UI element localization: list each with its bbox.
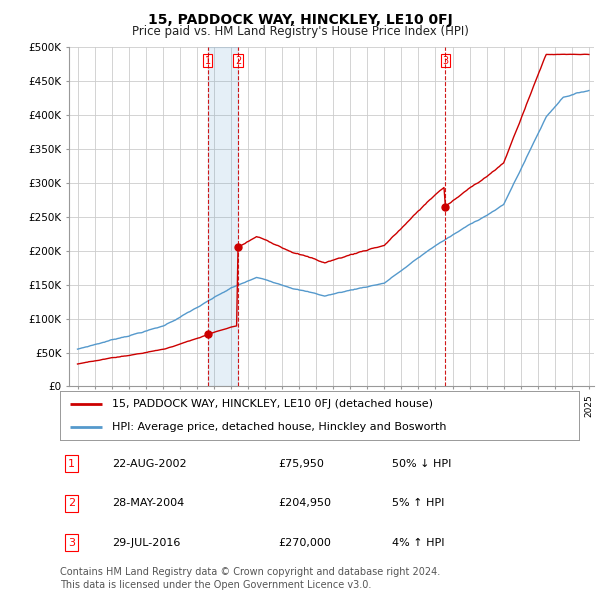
- Text: 1: 1: [205, 55, 211, 65]
- Text: 22-AUG-2002: 22-AUG-2002: [112, 459, 187, 468]
- Text: 4% ↑ HPI: 4% ↑ HPI: [392, 538, 445, 548]
- Text: 50% ↓ HPI: 50% ↓ HPI: [392, 459, 452, 468]
- Text: Price paid vs. HM Land Registry's House Price Index (HPI): Price paid vs. HM Land Registry's House …: [131, 25, 469, 38]
- Text: 5% ↑ HPI: 5% ↑ HPI: [392, 499, 445, 508]
- Text: £270,000: £270,000: [278, 538, 331, 548]
- Text: 2: 2: [68, 499, 75, 508]
- Text: 15, PADDOCK WAY, HINCKLEY, LE10 0FJ (detached house): 15, PADDOCK WAY, HINCKLEY, LE10 0FJ (det…: [112, 399, 433, 409]
- Text: This data is licensed under the Open Government Licence v3.0.: This data is licensed under the Open Gov…: [60, 580, 371, 590]
- Text: 15, PADDOCK WAY, HINCKLEY, LE10 0FJ: 15, PADDOCK WAY, HINCKLEY, LE10 0FJ: [148, 13, 452, 27]
- Text: 28-MAY-2004: 28-MAY-2004: [112, 499, 184, 508]
- Text: £204,950: £204,950: [278, 499, 331, 508]
- Text: 2: 2: [235, 55, 241, 65]
- Text: Contains HM Land Registry data © Crown copyright and database right 2024.: Contains HM Land Registry data © Crown c…: [60, 567, 440, 577]
- Text: HPI: Average price, detached house, Hinckley and Bosworth: HPI: Average price, detached house, Hinc…: [112, 422, 446, 432]
- Text: 1: 1: [68, 459, 75, 468]
- Text: £75,950: £75,950: [278, 459, 324, 468]
- Text: 3: 3: [442, 55, 448, 65]
- Text: 3: 3: [68, 538, 75, 548]
- Bar: [208, 47, 238, 386]
- Text: 29-JUL-2016: 29-JUL-2016: [112, 538, 180, 548]
